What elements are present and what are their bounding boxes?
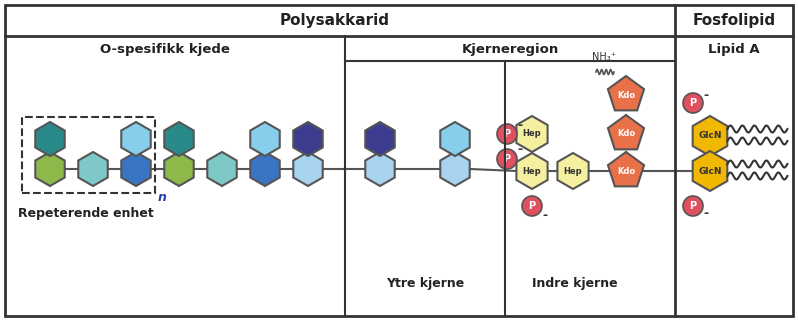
Polygon shape (608, 152, 644, 187)
Text: Fosfolipid: Fosfolipid (693, 13, 776, 29)
Polygon shape (121, 122, 151, 156)
Text: Kdo: Kdo (617, 91, 635, 100)
Polygon shape (608, 76, 644, 110)
Text: NH₃⁺: NH₃⁺ (592, 52, 616, 62)
Text: Ytre kjerne: Ytre kjerne (386, 276, 464, 290)
Text: Hep: Hep (523, 167, 541, 176)
Polygon shape (164, 152, 194, 186)
Text: GlcN: GlcN (698, 132, 721, 141)
Polygon shape (294, 152, 322, 186)
Text: -: - (517, 143, 523, 157)
Circle shape (522, 196, 542, 216)
Polygon shape (693, 116, 727, 156)
Polygon shape (516, 116, 547, 152)
Polygon shape (35, 152, 65, 186)
Text: Kjerneregion: Kjerneregion (461, 42, 559, 56)
Polygon shape (558, 153, 589, 189)
Text: -: - (704, 207, 709, 221)
Polygon shape (121, 152, 151, 186)
Text: Lipid A: Lipid A (708, 42, 760, 56)
Text: Repeterende enhet: Repeterende enhet (18, 206, 154, 220)
Polygon shape (440, 122, 470, 156)
Text: Indre kjerne: Indre kjerne (532, 276, 618, 290)
Polygon shape (78, 152, 108, 186)
Polygon shape (35, 122, 65, 156)
Polygon shape (608, 115, 644, 149)
Text: P: P (504, 154, 511, 164)
Polygon shape (251, 122, 280, 156)
Text: Polysakkarid: Polysakkarid (280, 13, 390, 29)
Polygon shape (164, 122, 194, 156)
Text: O-spesifikk kjede: O-spesifikk kjede (100, 42, 230, 56)
Text: P: P (689, 98, 697, 108)
Polygon shape (365, 152, 395, 186)
Circle shape (683, 93, 703, 113)
Text: Hep: Hep (563, 167, 583, 176)
Text: Hep: Hep (523, 129, 541, 138)
Text: Kdo: Kdo (617, 129, 635, 138)
Polygon shape (251, 152, 280, 186)
Circle shape (497, 149, 517, 169)
Polygon shape (294, 122, 322, 156)
Text: -: - (517, 118, 523, 132)
Bar (22, 117, 155, 193)
Polygon shape (693, 151, 727, 191)
Text: P: P (528, 201, 535, 211)
Polygon shape (207, 152, 237, 186)
Polygon shape (516, 153, 547, 189)
Polygon shape (365, 122, 395, 156)
Text: Kdo: Kdo (617, 167, 635, 176)
Text: GlcN: GlcN (698, 167, 721, 176)
Text: -: - (704, 89, 709, 101)
Text: P: P (689, 201, 697, 211)
Circle shape (683, 196, 703, 216)
Text: n: n (158, 191, 167, 204)
Text: -: - (543, 209, 547, 221)
Polygon shape (440, 152, 470, 186)
Circle shape (497, 124, 517, 144)
Text: P: P (504, 129, 511, 139)
